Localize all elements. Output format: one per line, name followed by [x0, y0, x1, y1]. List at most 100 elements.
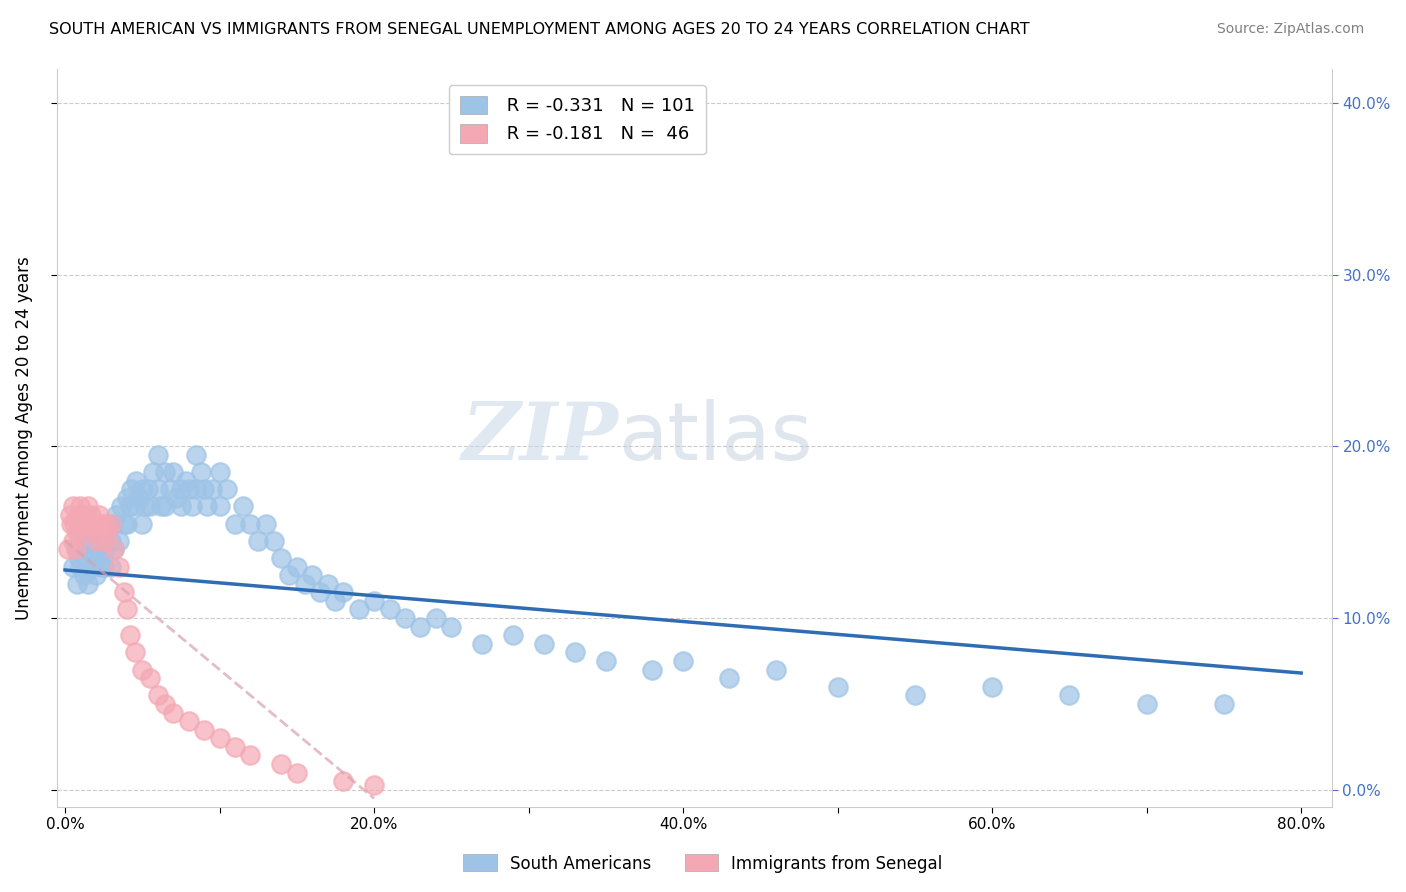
Point — [125, 474, 148, 488]
Point — [146, 689, 169, 703]
Point — [75, 542, 97, 557]
Point — [270, 551, 292, 566]
Point — [100, 533, 122, 548]
Point — [128, 491, 150, 505]
Point — [69, 516, 91, 531]
Point — [139, 671, 162, 685]
Point — [177, 714, 200, 728]
Point — [67, 508, 90, 522]
Point — [270, 757, 292, 772]
Point — [425, 611, 447, 625]
Point — [155, 465, 177, 479]
Point — [76, 508, 98, 522]
Point — [108, 559, 131, 574]
Text: atlas: atlas — [619, 399, 813, 476]
Point — [112, 516, 135, 531]
Point — [97, 525, 120, 540]
Text: ZIP: ZIP — [461, 399, 619, 476]
Point — [66, 576, 89, 591]
Point — [63, 516, 86, 531]
Point — [254, 516, 277, 531]
Point — [208, 500, 231, 514]
Point — [124, 500, 146, 514]
Point — [162, 465, 184, 479]
Point — [159, 483, 181, 497]
Point — [981, 680, 1004, 694]
Point — [124, 645, 146, 659]
Point — [146, 483, 169, 497]
Point — [79, 533, 101, 548]
Point — [66, 525, 89, 540]
Point — [138, 483, 160, 497]
Point — [94, 516, 117, 531]
Point — [301, 568, 323, 582]
Point — [195, 500, 218, 514]
Point — [332, 585, 354, 599]
Point — [378, 602, 401, 616]
Point — [90, 559, 112, 574]
Point — [162, 706, 184, 720]
Point — [82, 559, 104, 574]
Point — [103, 542, 125, 557]
Point — [533, 637, 555, 651]
Point — [146, 448, 169, 462]
Point — [105, 508, 128, 522]
Point — [174, 474, 197, 488]
Point — [718, 671, 741, 685]
Point — [564, 645, 586, 659]
Point — [316, 576, 339, 591]
Point — [87, 508, 110, 522]
Point — [131, 516, 153, 531]
Point — [1212, 697, 1234, 711]
Point — [72, 516, 94, 531]
Point — [75, 525, 97, 540]
Point — [62, 559, 84, 574]
Point — [247, 533, 270, 548]
Point — [347, 602, 370, 616]
Point — [77, 500, 100, 514]
Point — [60, 516, 83, 531]
Point — [208, 465, 231, 479]
Point — [224, 739, 246, 754]
Point — [118, 628, 141, 642]
Point — [79, 516, 101, 531]
Point — [190, 465, 212, 479]
Point — [86, 533, 108, 548]
Point — [112, 585, 135, 599]
Point — [67, 551, 90, 566]
Point — [65, 542, 87, 557]
Point — [1136, 697, 1159, 711]
Point — [56, 542, 79, 557]
Point — [595, 654, 617, 668]
Point — [170, 500, 193, 514]
Point — [110, 500, 132, 514]
Point — [93, 533, 115, 548]
Point — [100, 559, 122, 574]
Point — [827, 680, 849, 694]
Point — [440, 620, 463, 634]
Point — [77, 551, 100, 566]
Point — [59, 508, 82, 522]
Point — [65, 542, 87, 557]
Point — [90, 516, 112, 531]
Point — [115, 602, 138, 616]
Point — [180, 500, 202, 514]
Point — [285, 765, 308, 780]
Point — [409, 620, 432, 634]
Point — [765, 663, 787, 677]
Point — [363, 594, 385, 608]
Point — [278, 568, 301, 582]
Point — [239, 748, 262, 763]
Point — [186, 483, 208, 497]
Point — [84, 542, 107, 557]
Legend: South Americans, Immigrants from Senegal: South Americans, Immigrants from Senegal — [457, 847, 949, 880]
Point — [93, 559, 115, 574]
Point — [155, 500, 177, 514]
Point — [69, 500, 91, 514]
Point — [86, 551, 108, 566]
Point — [134, 500, 156, 514]
Point — [285, 559, 308, 574]
Point — [471, 637, 494, 651]
Point — [97, 516, 120, 531]
Point — [118, 500, 141, 514]
